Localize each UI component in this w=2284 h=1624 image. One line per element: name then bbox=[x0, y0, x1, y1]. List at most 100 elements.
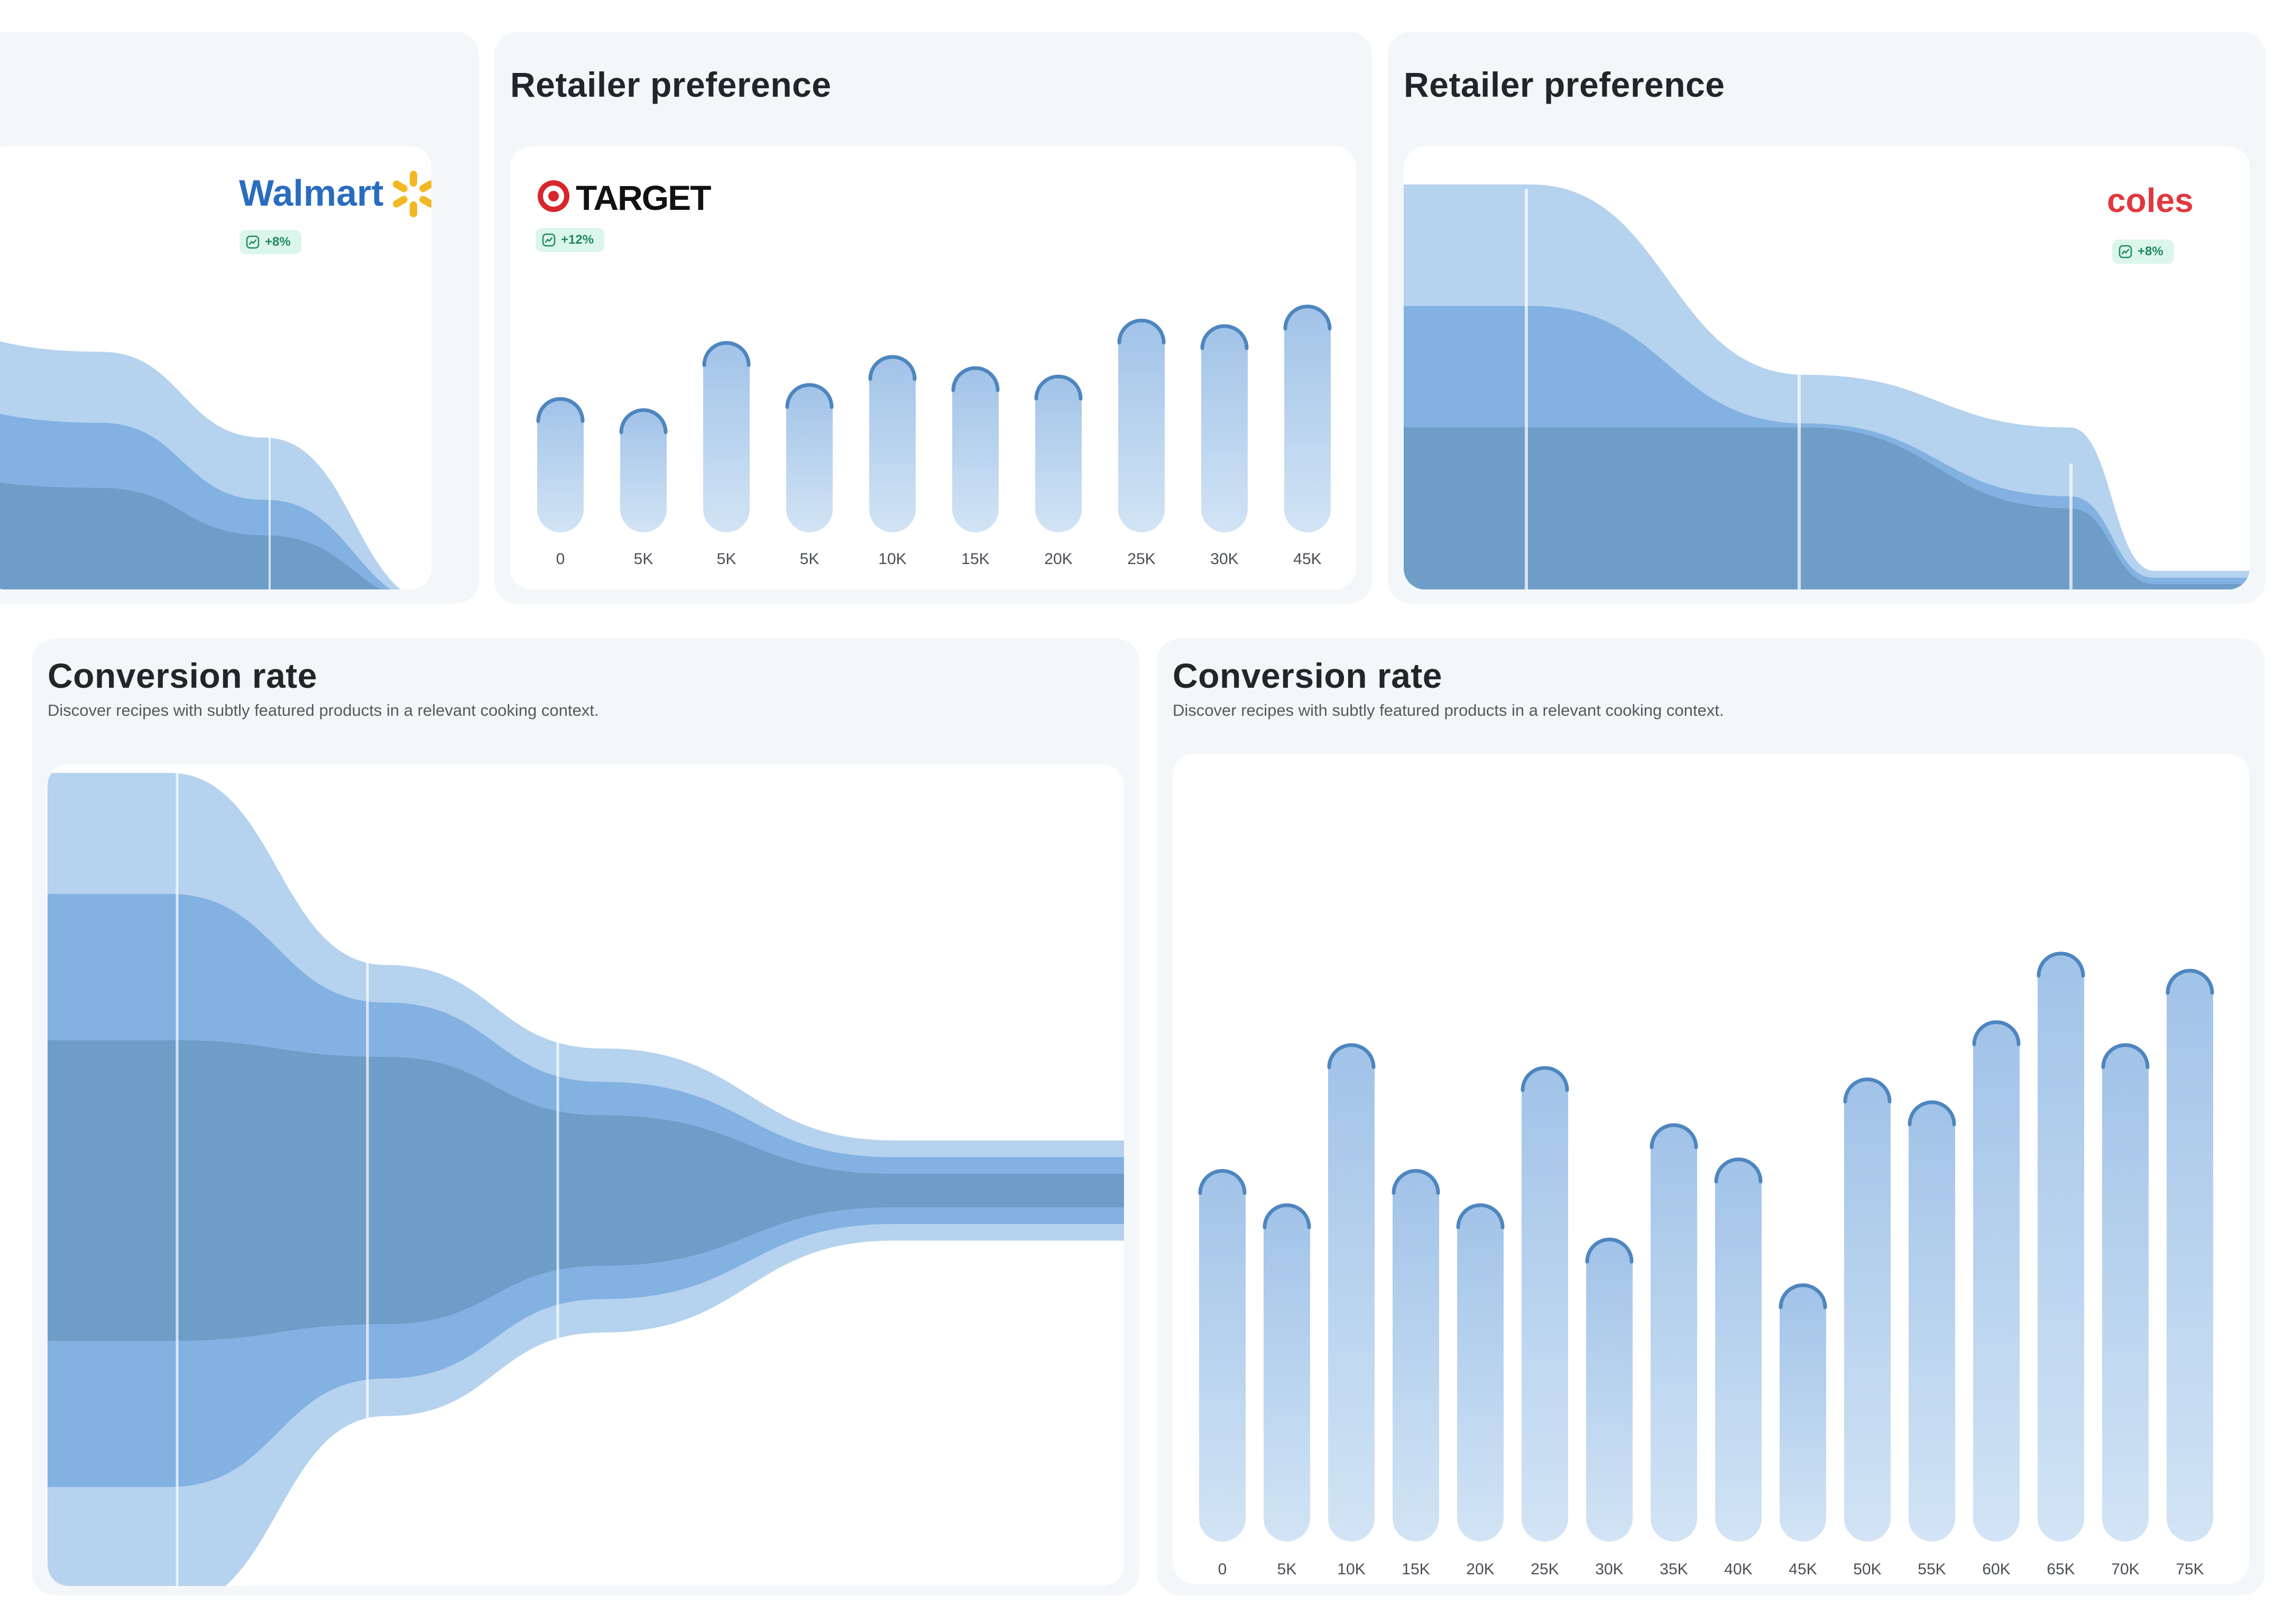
bar-2 bbox=[703, 342, 750, 532]
coles-card: Retailer preference coles +8% bbox=[1388, 32, 2265, 604]
walmart-card: Walmart +8% bbox=[0, 32, 479, 604]
card-title: Retailer preference bbox=[1404, 65, 1725, 104]
badge-value: +12% bbox=[561, 233, 594, 247]
bar-cap-7 bbox=[1650, 1123, 1698, 1149]
bar-1 bbox=[1264, 1204, 1310, 1542]
target-chart-panel: 0 5K 5K 5K 10K 15K 20K 25K 30K 45K TARGET +12% bbox=[510, 146, 1356, 589]
bar-cap-9 bbox=[1779, 1283, 1827, 1309]
bar-5 bbox=[1522, 1067, 1568, 1542]
bar-13 bbox=[2038, 952, 2084, 1542]
funnel-band-inner bbox=[48, 1040, 1124, 1341]
walmart-wordmark: Walmart bbox=[239, 172, 384, 214]
bar-1 bbox=[620, 409, 667, 532]
bar-6 bbox=[1035, 375, 1082, 532]
bar-4 bbox=[1457, 1204, 1504, 1542]
funnel-band-inner bbox=[1404, 427, 2250, 589]
x-tick-label: 20K bbox=[1044, 550, 1072, 568]
bar-cap-4 bbox=[1456, 1203, 1505, 1230]
bar-10 bbox=[1844, 1078, 1891, 1542]
bar-8 bbox=[1715, 1158, 1762, 1542]
x-tick-label: 75K bbox=[2176, 1561, 2204, 1578]
bar-cap-14 bbox=[2101, 1043, 2150, 1069]
trend-up-icon bbox=[542, 233, 556, 247]
bar-15 bbox=[2167, 970, 2213, 1542]
bar-cap-1 bbox=[619, 408, 668, 435]
bar-8 bbox=[1201, 325, 1248, 532]
bar-cap-6 bbox=[1585, 1238, 1634, 1264]
walmart-chart-panel: Walmart +8% bbox=[0, 146, 431, 589]
x-tick-label: 60K bbox=[1982, 1561, 2010, 1578]
bar-14 bbox=[2102, 1044, 2149, 1542]
bar-cap-6 bbox=[1034, 374, 1083, 401]
card-subtitle: Discover recipes with subtly featured pr… bbox=[48, 701, 599, 719]
x-tick-label: 30K bbox=[1595, 1561, 1623, 1578]
bar-cap-3 bbox=[785, 383, 834, 409]
bar-cap-2 bbox=[1327, 1043, 1376, 1069]
badge-value: +8% bbox=[2138, 244, 2163, 259]
card-subtitle: Discover recipes with subtly featured pr… bbox=[1173, 701, 1724, 719]
target-bullseye-icon bbox=[538, 180, 569, 212]
bar-cap-8 bbox=[1200, 324, 1249, 350]
bar-12 bbox=[1973, 1021, 2020, 1542]
bar-cap-9 bbox=[1283, 304, 1332, 331]
bar-7 bbox=[1118, 319, 1165, 532]
growth-badge: +12% bbox=[536, 228, 605, 252]
conversion-funnel-card: Conversion rate Discover recipes with su… bbox=[32, 639, 1139, 1595]
bar-cap-1 bbox=[1263, 1203, 1311, 1230]
x-tick-label: 10K bbox=[1337, 1561, 1365, 1578]
coles-chart-panel: coles +8% bbox=[1404, 146, 2250, 589]
x-tick-label: 0 bbox=[556, 550, 565, 568]
bar-cap-10 bbox=[1843, 1077, 1892, 1104]
bar-5 bbox=[952, 367, 999, 532]
x-tick-label: 15K bbox=[1402, 1561, 1430, 1578]
x-tick-label: 45K bbox=[1789, 1561, 1817, 1578]
coles-logo: coles bbox=[2107, 178, 2197, 226]
x-tick-label: 5K bbox=[800, 550, 819, 568]
bar-cap-5 bbox=[1521, 1066, 1569, 1092]
x-tick-label: 50K bbox=[1853, 1561, 1881, 1578]
bar-cap-11 bbox=[1908, 1100, 1956, 1127]
card-title: Conversion rate bbox=[1173, 656, 1442, 695]
coles-funnel-chart bbox=[1404, 184, 2250, 589]
x-tick-label: 45K bbox=[1293, 550, 1321, 568]
bar-11 bbox=[1909, 1101, 1955, 1542]
x-tick-label: 25K bbox=[1127, 550, 1155, 568]
x-tick-label: 65K bbox=[2047, 1561, 2075, 1578]
x-tick-label: 15K bbox=[961, 550, 989, 568]
growth-badge: +8% bbox=[2112, 239, 2174, 264]
bar-cap-7 bbox=[1117, 318, 1166, 345]
x-tick-label: 35K bbox=[1660, 1561, 1688, 1578]
growth-badge: +8% bbox=[240, 230, 301, 254]
x-tick-label: 55K bbox=[1918, 1561, 1946, 1578]
bar-cap-12 bbox=[1972, 1020, 2021, 1047]
conversion-bars-panel: 0 5K 10K 15K 20K 25K 30K 35K 40K 45K 50K 55K 60K 65K 7… bbox=[1173, 754, 2249, 1584]
bar-cap-8 bbox=[1714, 1157, 1763, 1184]
x-tick-label: 70K bbox=[2111, 1561, 2139, 1578]
bar-9 bbox=[1284, 305, 1331, 532]
x-tick-label: 5K bbox=[717, 550, 736, 568]
badge-value: +8% bbox=[265, 235, 291, 249]
bar-2 bbox=[1328, 1044, 1375, 1542]
x-tick-label: 0 bbox=[1218, 1561, 1227, 1578]
bar-0 bbox=[537, 398, 584, 532]
target-wordmark: TARGET bbox=[576, 178, 711, 217]
x-tick-label: 30K bbox=[1210, 550, 1238, 568]
bar-cap-0 bbox=[536, 397, 585, 423]
bar-cap-15 bbox=[2166, 968, 2214, 995]
bar-cap-3 bbox=[1392, 1169, 1440, 1195]
bar-cap-4 bbox=[868, 355, 917, 381]
bar-cap-0 bbox=[1198, 1169, 1247, 1195]
x-tick-label: 10K bbox=[878, 550, 906, 568]
x-tick-label: 40K bbox=[1724, 1561, 1752, 1578]
walmart-logo: Walmart bbox=[239, 168, 431, 220]
bar-3 bbox=[1393, 1169, 1439, 1542]
x-tick-label: 5K bbox=[634, 550, 653, 568]
x-tick-label: 20K bbox=[1466, 1561, 1494, 1578]
bar-7 bbox=[1651, 1124, 1697, 1542]
x-tick-label: 5K bbox=[1277, 1561, 1297, 1578]
target-card: Retailer preference 0 5K 5K 5K 10K 15K 20K 25K 3… bbox=[494, 32, 1372, 604]
x-tick-label: 25K bbox=[1531, 1561, 1559, 1578]
coles-wordmark: coles bbox=[2107, 181, 2194, 219]
target-bar-chart: 0 5K 5K 5K 10K 15K 20K 25K 30K 45K bbox=[536, 304, 1332, 568]
walmart-funnel-chart bbox=[0, 341, 401, 589]
